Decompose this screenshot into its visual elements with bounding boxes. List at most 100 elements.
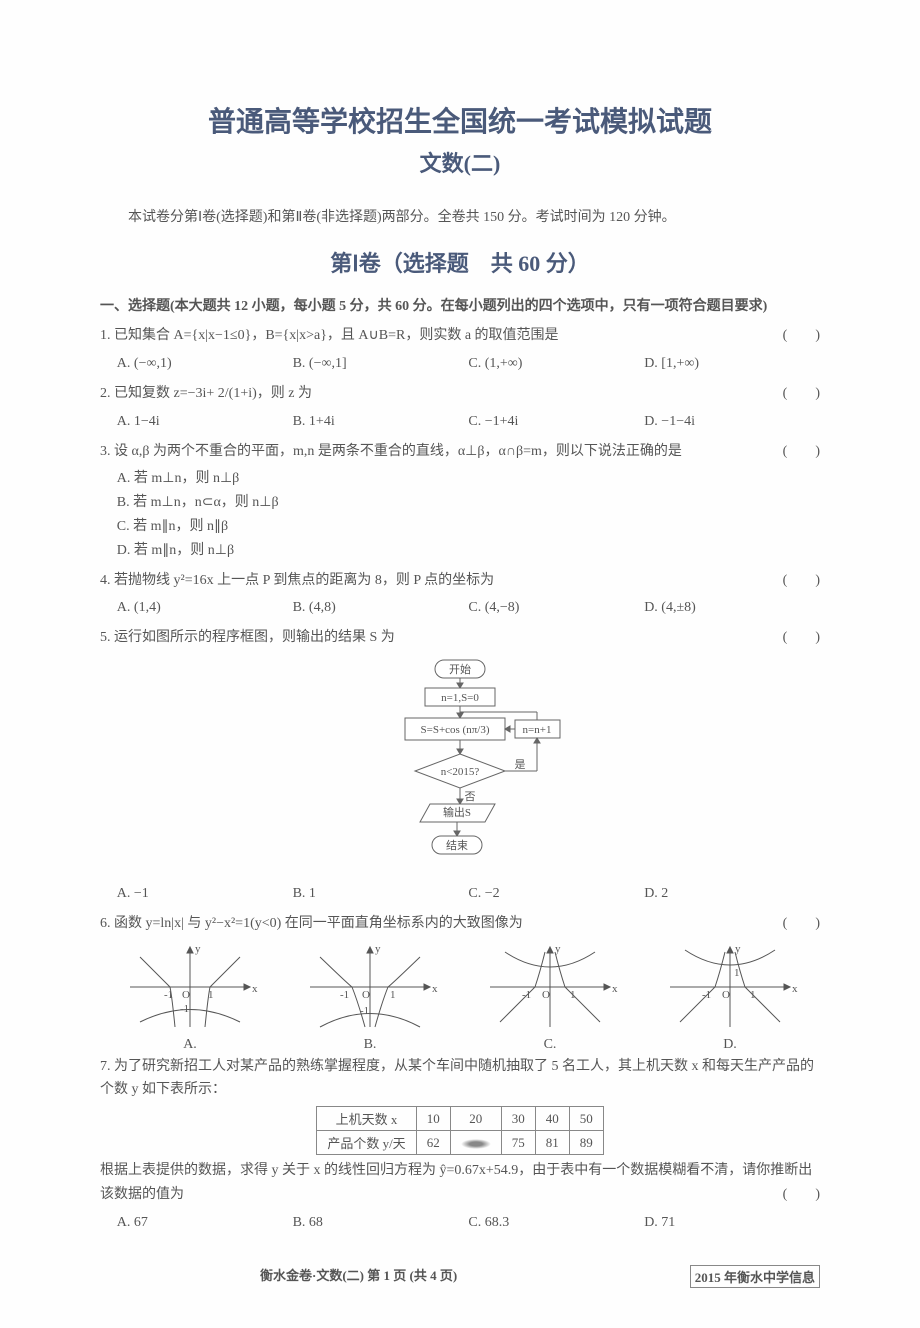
main-title: 普通高等学校招生全国统一考试模拟试题 xyxy=(100,100,820,140)
flow-cond: n<2015? xyxy=(441,766,480,778)
question-4: 4. 若抛物线 y²=16x 上一点 P 到焦点的距离为 8，则 P 点的坐标为… xyxy=(100,569,820,593)
q2-paren: ( ) xyxy=(783,382,820,406)
svg-text:-1: -1 xyxy=(340,989,349,1001)
q5-opt-a: A. −1 xyxy=(117,882,293,906)
row2-label: 产品个数 y/天 xyxy=(317,1131,416,1155)
q5-options: A. −1 B. 1 C. −2 D. 2 xyxy=(100,882,820,906)
flow-body: S=S+cos (nπ/3) xyxy=(421,724,490,736)
svg-text:O: O xyxy=(542,989,550,1001)
q4-opt-a: A. (1,4) xyxy=(117,596,293,620)
q2-opt-d: D. −1−4i xyxy=(644,410,820,434)
svg-text:x: x xyxy=(252,983,258,995)
q6-graphs: x y O -1 1 -1 A. xyxy=(100,942,820,1053)
q4-opt-b: B. (4,8) xyxy=(293,596,469,620)
svg-text:1: 1 xyxy=(390,989,396,1001)
q6-paren: ( ) xyxy=(783,912,820,936)
x2: 30 xyxy=(501,1107,535,1131)
q5-opt-d: D. 2 xyxy=(644,882,820,906)
question-5: 5. 运行如图所示的程序框图，则输出的结果 S 为 ( ) xyxy=(100,626,820,650)
q6-graph-c: x y O -1 1 C. xyxy=(480,942,620,1053)
question-7: 7. 为了研究新招工人对某产品的熟练掌握程度，从某个车间中随机抽取了 5 名工人… xyxy=(100,1055,820,1103)
q1-paren: ( ) xyxy=(783,324,820,348)
x3: 40 xyxy=(535,1107,569,1131)
q1-options: A. (−∞,1) B. (−∞,1] C. (1,+∞) D. [1,+∞) xyxy=(100,352,820,376)
flow-yes: 是 xyxy=(515,758,526,771)
q1-text: 1. 已知集合 A={x|x−1≤0}，B={x|x>a}，且 A∪B=R，则实… xyxy=(100,328,559,343)
q3-text: 3. 设 α,β 为两个不重合的平面，m,n 是两条不重合的直线，α⊥β，α∩β… xyxy=(100,444,682,459)
flow-out: 输出S xyxy=(443,805,471,819)
q2-opt-c: C. −1+4i xyxy=(468,410,644,434)
footer-left: 衡水金卷·文数(二) 第 1 页 (共 4 页) xyxy=(260,1265,457,1288)
q5-opt-b: B. 1 xyxy=(293,882,469,906)
svg-text:y: y xyxy=(735,943,741,955)
q3-paren: ( ) xyxy=(783,440,820,464)
svg-text:-1: -1 xyxy=(180,1003,189,1015)
svg-text:O: O xyxy=(722,989,730,1001)
q2-opt-a: A. 1−4i xyxy=(117,410,293,434)
sub-title: 文数(二) xyxy=(100,146,820,178)
q6-text: 6. 函数 y=ln|x| 与 y²−x²=1(y<0) 在同一平面直角坐标系内… xyxy=(100,916,523,931)
q7-opt-a: A. 67 xyxy=(117,1211,293,1235)
q5-text: 5. 运行如图所示的程序框图，则输出的结果 S 为 xyxy=(100,630,395,645)
q7-opt-c: C. 68.3 xyxy=(468,1211,644,1235)
q3-options: A. 若 m⊥n，则 n⊥β B. 若 m⊥n，n⊂α，则 n⊥β C. 若 m… xyxy=(100,467,820,562)
q6-label-a: A. xyxy=(120,1037,260,1053)
q4-text: 4. 若抛物线 y²=16x 上一点 P 到焦点的距离为 8，则 P 点的坐标为 xyxy=(100,573,494,588)
q6-label-b: B. xyxy=(300,1037,440,1053)
question-6: 6. 函数 y=ln|x| 与 y²−x²=1(y<0) 在同一平面直角坐标系内… xyxy=(100,912,820,936)
exam-page: 普通高等学校招生全国统一考试模拟试题 文数(二) 本试卷分第Ⅰ卷(选择题)和第Ⅱ… xyxy=(0,0,920,1328)
q3-opt-a: A. 若 m⊥n，则 n⊥β xyxy=(117,467,820,491)
q7-table: 上机天数 x 10 20 30 40 50 产品个数 y/天 62 75 81 … xyxy=(316,1106,603,1155)
y3: 81 xyxy=(535,1131,569,1155)
q7-options: A. 67 B. 68 C. 68.3 D. 71 xyxy=(100,1211,820,1235)
intro-text: 本试卷分第Ⅰ卷(选择题)和第Ⅱ卷(非选择题)两部分。全卷共 150 分。考试时间… xyxy=(100,206,820,226)
flow-no: 否 xyxy=(465,791,476,803)
q1-opt-b: B. (−∞,1] xyxy=(293,352,469,376)
section-title: 第Ⅰ卷（选择题 共 60 分） xyxy=(100,246,820,278)
x1: 20 xyxy=(450,1107,501,1131)
y4: 89 xyxy=(569,1131,603,1155)
q7-opt-d: D. 71 xyxy=(644,1211,820,1235)
question-2: 2. 已知复数 z=−3i+ 2/(1+i)，则 z 为 ( ) xyxy=(100,382,820,406)
q6-graph-b: x y O -1 1 -1 B. xyxy=(300,942,440,1053)
q4-opt-c: C. (4,−8) xyxy=(468,596,644,620)
table-row: 产品个数 y/天 62 75 81 89 xyxy=(317,1131,603,1155)
x4: 50 xyxy=(569,1107,603,1131)
q7-paren: ( ) xyxy=(783,1183,820,1207)
svg-text:O: O xyxy=(362,989,370,1001)
svg-text:x: x xyxy=(612,983,618,995)
q5-opt-c: C. −2 xyxy=(468,882,644,906)
svg-text:1: 1 xyxy=(734,967,740,979)
q7-text: 7. 为了研究新招工人对某产品的熟练掌握程度，从某个车间中随机抽取了 5 名工人… xyxy=(100,1059,814,1098)
table-row: 上机天数 x 10 20 30 40 50 xyxy=(317,1107,603,1131)
q3-opt-b: B. 若 m⊥n，n⊂α，则 n⊥β xyxy=(117,491,820,515)
q4-paren: ( ) xyxy=(783,569,820,593)
q6-label-c: C. xyxy=(480,1037,620,1053)
q7-opt-b: B. 68 xyxy=(293,1211,469,1235)
y1-smudge xyxy=(450,1131,501,1155)
svg-text:x: x xyxy=(432,983,438,995)
q1-opt-c: C. (1,+∞) xyxy=(468,352,644,376)
svg-text:O: O xyxy=(182,989,190,1001)
page-footer: 衡水金卷·文数(二) 第 1 页 (共 4 页) 2015 年衡水中学信息 xyxy=(100,1265,820,1288)
q5-paren: ( ) xyxy=(783,626,820,650)
question-7b: 根据上表提供的数据，求得 y 关于 x 的线性回归方程为 ŷ=0.67x+54.… xyxy=(100,1159,820,1207)
q4-options: A. (1,4) B. (4,8) C. (4,−8) D. (4,±8) xyxy=(100,596,820,620)
flow-inc: n=n+1 xyxy=(523,724,552,736)
y0: 62 xyxy=(416,1131,450,1155)
svg-text:x: x xyxy=(792,983,798,995)
q7-text2: 根据上表提供的数据，求得 y 关于 x 的线性回归方程为 ŷ=0.67x+54.… xyxy=(100,1163,812,1202)
smudge-icon xyxy=(461,1139,491,1149)
q3-opt-c: C. 若 m∥n，则 n∥β xyxy=(117,515,820,539)
q2-options: A. 1−4i B. 1+4i C. −1+4i D. −1−4i xyxy=(100,410,820,434)
question-3: 3. 设 α,β 为两个不重合的平面，m,n 是两条不重合的直线，α⊥β，α∩β… xyxy=(100,440,820,464)
q3-opt-d: D. 若 m∥n，则 n⊥β xyxy=(117,539,820,563)
svg-text:y: y xyxy=(555,943,561,955)
q1-opt-d: D. [1,+∞) xyxy=(644,352,820,376)
q6-graph-a: x y O -1 1 -1 A. xyxy=(120,942,260,1053)
flow-end: 结束 xyxy=(446,839,468,852)
flowchart-svg: 开始 n=1,S=0 S=S+cos (nπ/3) n=n+1 n<2015? … xyxy=(350,656,570,876)
q6-graph-d: x y O -1 1 1 D. xyxy=(660,942,800,1053)
q1-opt-a: A. (−∞,1) xyxy=(117,352,293,376)
footer-right: 2015 年衡水中学信息 xyxy=(690,1265,820,1288)
